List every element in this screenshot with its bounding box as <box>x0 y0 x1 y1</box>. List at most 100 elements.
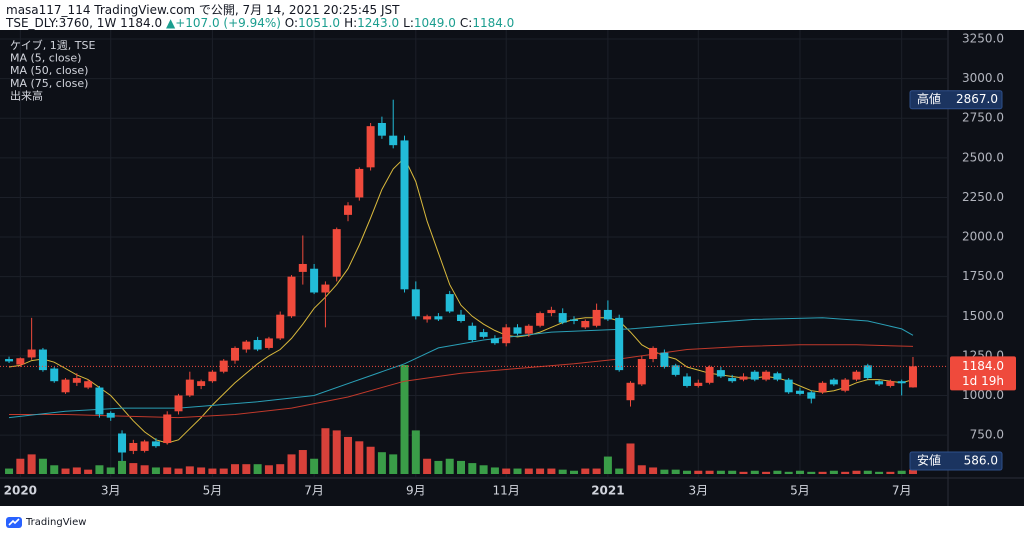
candle-body <box>626 382 635 401</box>
volume-bar <box>660 469 669 474</box>
candle-body <box>27 349 36 358</box>
y-tick-label: 2500.0 <box>962 150 1004 164</box>
ohlc-label: C: <box>459 16 473 30</box>
candle-body <box>276 314 285 339</box>
ohlc-label: L: <box>403 16 414 30</box>
volume-bar <box>705 470 714 474</box>
candle-body <box>773 373 782 380</box>
volume-bar <box>479 465 488 474</box>
candle-body <box>818 382 827 393</box>
volume-bar <box>841 471 850 474</box>
candle-body <box>434 316 443 320</box>
candle-body <box>581 321 590 328</box>
last: 1184.0 <box>120 16 163 30</box>
candle-body <box>728 378 737 382</box>
ma-line <box>9 344 914 419</box>
volume-bar <box>728 470 737 474</box>
brand-logo <box>6 517 22 528</box>
volume-bar <box>16 458 25 474</box>
annotation-box <box>909 451 1003 471</box>
candle-body <box>298 263 307 272</box>
volume-bar <box>875 471 884 474</box>
change: +107.0 (+9.94%) <box>175 16 281 30</box>
x-tick-label: 7月 <box>304 484 324 498</box>
candle-body <box>637 359 646 385</box>
publisher: masa117_114 TradingView.com で公開, 7月 14, … <box>6 3 400 17</box>
candle-body <box>344 205 353 215</box>
ohlc: O:1051.0 H:1243.0 L:1049.0 C:1184.0 <box>285 16 519 30</box>
volume-bar <box>694 470 703 474</box>
volume-bar <box>174 468 183 474</box>
volume-bar <box>264 465 273 474</box>
volume-bar <box>581 468 590 474</box>
candle-body <box>219 360 228 372</box>
candle-body <box>16 358 25 365</box>
volume-bar <box>321 428 330 474</box>
candle-body <box>671 365 680 375</box>
volume-bar <box>72 467 81 474</box>
volume-bar <box>84 469 93 474</box>
candle-body <box>185 379 194 396</box>
volume-bar <box>231 464 240 474</box>
candle-body <box>457 314 466 322</box>
volume-bar <box>795 470 804 474</box>
volume-bar <box>253 464 262 474</box>
candle-body <box>197 381 206 386</box>
candle-body <box>490 338 499 344</box>
candle-body <box>875 381 884 385</box>
volume-bar <box>151 467 160 474</box>
candle-body <box>615 317 624 371</box>
volume-bar <box>547 468 556 474</box>
ohlc-value: 1049.0 <box>413 16 456 30</box>
candle-body <box>852 371 861 380</box>
candle-body <box>682 376 691 386</box>
x-tick-label: 2021 <box>591 484 624 498</box>
volume-bar <box>219 468 228 474</box>
y-tick-label: 2000.0 <box>962 230 1004 244</box>
candle-body <box>321 284 330 293</box>
ohlc-value: 1243.0 <box>357 16 400 30</box>
volume-bar <box>400 365 409 474</box>
annotation-value: 2867.0 <box>956 92 998 106</box>
volume-bar <box>762 471 771 474</box>
volume-bar <box>603 456 612 474</box>
volume-bar <box>592 468 601 474</box>
candle-body <box>389 135 398 146</box>
annotation-label: 安値 <box>917 453 941 468</box>
x-tick-label: 5月 <box>203 484 223 498</box>
candle-body <box>151 441 160 447</box>
volume-bar <box>355 441 364 474</box>
candle-body <box>355 168 364 198</box>
candle-body <box>829 379 838 385</box>
x-tick-label: 11月 <box>493 484 520 498</box>
countdown: 1d 19h <box>962 374 1004 388</box>
candle-body <box>84 381 93 388</box>
ohlc-label: H: <box>344 16 358 30</box>
candle-body <box>411 289 420 317</box>
chart: 750.01000.01250.01500.01750.02000.02250.… <box>0 30 1024 506</box>
legend-entry: MA (50, close) <box>10 64 88 77</box>
candle-body <box>377 122 386 136</box>
y-tick-label: 1000.0 <box>962 388 1004 402</box>
volume-bar <box>626 443 635 474</box>
candle-body <box>61 379 70 393</box>
volume-bar <box>389 454 398 474</box>
volume-bar <box>513 468 522 474</box>
annotation-value: 586.0 <box>964 454 998 468</box>
candle-body <box>603 309 612 320</box>
change-arrow: ▲ <box>165 16 176 30</box>
volume-bar <box>773 470 782 474</box>
candle-body <box>118 433 127 453</box>
volume-bar <box>411 430 420 474</box>
y-tick-label: 1750.0 <box>962 269 1004 283</box>
candle-body <box>536 313 545 326</box>
candle-body <box>886 381 895 386</box>
candle-body <box>705 366 714 383</box>
candle-body <box>50 368 59 382</box>
candle-body <box>795 390 804 394</box>
volume-bar <box>197 467 206 474</box>
volume-bar <box>208 468 217 474</box>
volume-bar <box>908 469 917 474</box>
ohlc-label: O: <box>284 16 299 30</box>
